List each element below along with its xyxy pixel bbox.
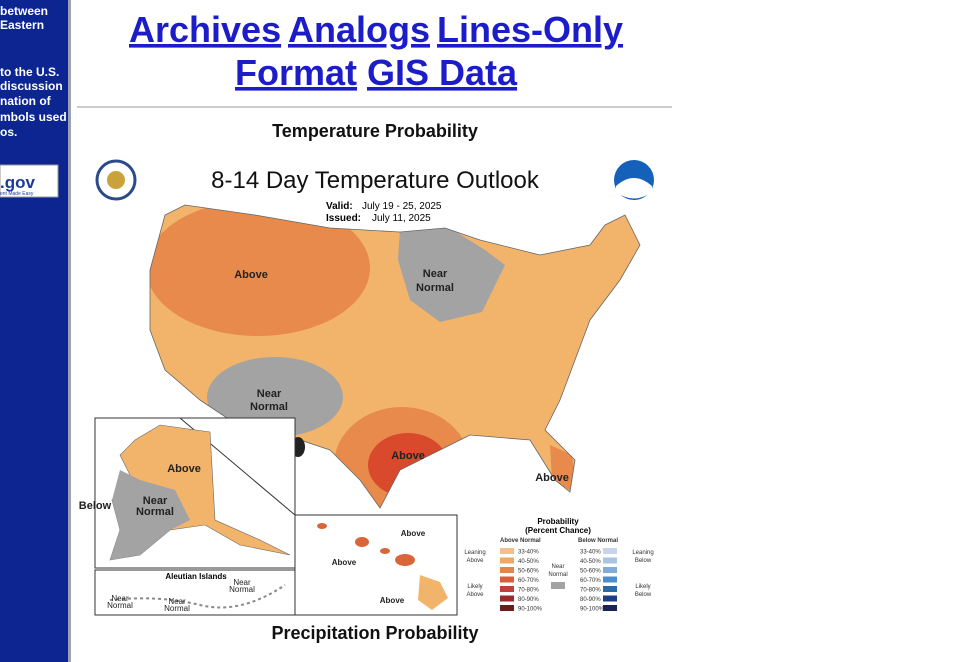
legend-swatch — [603, 557, 617, 564]
legend-swatch — [500, 605, 514, 611]
sidebar — [0, 0, 70, 662]
region-label: Near — [168, 597, 186, 606]
legend-group: Likely — [467, 584, 482, 590]
legend-swatch — [500, 557, 514, 564]
legend-header: Below Normal — [578, 538, 618, 544]
legend-swatch — [500, 548, 514, 554]
legend-header: Above Normal — [500, 538, 541, 544]
region-label: Above — [401, 529, 426, 538]
sidebar-edge — [68, 0, 71, 662]
section-heading: Precipitation Probability — [271, 623, 478, 643]
doc-logo — [107, 171, 125, 189]
noaa-logo — [616, 178, 652, 199]
legend-swatch — [500, 576, 514, 583]
legend-swatch — [500, 595, 514, 602]
legend-swatch — [551, 582, 565, 589]
link[interactable]: Analogs — [288, 9, 430, 50]
region-label: Above — [380, 596, 405, 605]
region-label: Above — [332, 558, 357, 567]
valid-dates: July 19 - 25, 2025 — [362, 201, 442, 212]
legend-swatch — [603, 605, 617, 611]
legend-group: Likely — [635, 584, 650, 590]
aleutian-inset — [94, 569, 296, 616]
sidebar-text: Eastern — [0, 18, 44, 32]
legend-range: 80-90% — [580, 597, 601, 603]
legend-subtitle: (Percent Chance) — [525, 526, 591, 535]
legend-title: Probability — [537, 517, 579, 526]
map-title: 8-14 Day Temperature Outlook — [211, 167, 540, 194]
legend-range: 40-50% — [518, 559, 539, 565]
sidebar-text: nation of — [0, 94, 52, 108]
sidebar-text: to the U.S. — [0, 65, 59, 79]
section-heading: Temperature Probability — [272, 121, 478, 141]
legend-range: 90-100% — [518, 607, 543, 613]
region-label: Normal — [164, 604, 190, 613]
sidebar-text: discussion — [0, 79, 63, 93]
legend-range: 50-60% — [518, 569, 539, 575]
outlook-map: 8-14 Day Temperature Outlook Valid: July… — [79, 159, 654, 616]
issued-date: July 11, 2025 — [372, 213, 431, 224]
region-label: Above — [167, 463, 201, 475]
legend-swatch — [603, 576, 617, 583]
legend-group: Below — [635, 558, 652, 564]
link[interactable]: Lines-Only — [437, 9, 623, 50]
region-label: Near — [233, 578, 251, 587]
gov-badge-text[interactable]: .gov — [0, 173, 35, 192]
legend-group: Leaning — [464, 550, 485, 556]
issued-label: Issued: — [326, 213, 361, 224]
region-label: Normal — [416, 282, 454, 294]
gov-badge-tagline: ent Made Easy — [0, 191, 34, 197]
sidebar-text: mbols used — [0, 110, 67, 124]
legend-range: 33-40% — [518, 550, 539, 556]
region-label: Normal — [229, 585, 255, 594]
region-label: Near — [143, 495, 168, 507]
region-label: Below — [79, 500, 112, 512]
region-label: Near — [423, 268, 448, 280]
legend-group: Above — [466, 558, 484, 564]
legend-group: Above — [466, 592, 484, 598]
legend-swatch — [603, 548, 617, 554]
legend-range: 70-80% — [580, 588, 601, 594]
sidebar-text: os. — [0, 125, 17, 139]
legend-group: Leaning — [632, 550, 653, 556]
legend: Probability (Percent Chance) Above Norma… — [464, 517, 653, 613]
legend-swatch — [500, 567, 514, 573]
region-label: Normal — [136, 506, 174, 518]
region-label: Normal — [250, 401, 288, 413]
legend-swatch — [603, 567, 617, 573]
region-label: Near — [257, 388, 282, 400]
sidebar-text: between — [0, 4, 48, 18]
legend-swatch — [603, 586, 617, 592]
legend-group: Below — [635, 592, 652, 598]
legend-range: 50-60% — [580, 569, 601, 575]
legend-range: 90-100% — [580, 607, 605, 613]
legend-range: 80-90% — [518, 597, 539, 603]
inset-title: Aleutian Islands — [165, 572, 227, 581]
link[interactable]: Archives — [129, 9, 281, 50]
legend-group: Near — [551, 564, 564, 570]
region-label: Above — [391, 450, 425, 462]
legend-swatch — [500, 586, 514, 592]
region-label: Near — [111, 594, 129, 603]
valid-label: Valid: — [326, 201, 353, 212]
legend-range: 60-70% — [580, 578, 601, 584]
link[interactable]: Format — [235, 52, 357, 93]
legend-range: 33-40% — [580, 550, 601, 556]
link[interactable]: GIS Data — [367, 52, 518, 93]
region-label: Normal — [107, 601, 133, 610]
legend-range: 70-80% — [518, 588, 539, 594]
region-label: Above — [535, 472, 569, 484]
legend-group: Normal — [548, 572, 567, 578]
region-label: Above — [234, 269, 268, 281]
legend-range: 40-50% — [580, 559, 601, 565]
legend-swatch — [603, 595, 617, 602]
legend-range: 60-70% — [518, 578, 539, 584]
gov-badge[interactable] — [0, 164, 59, 198]
